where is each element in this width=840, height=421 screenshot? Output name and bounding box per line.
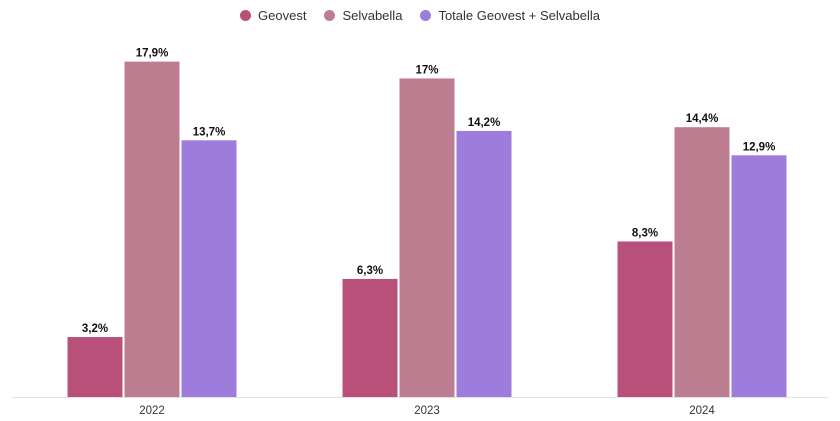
bar-label-2023-2: 14,2%: [468, 117, 501, 129]
legend-swatch-geovest: [240, 10, 252, 21]
bar-2023-2: [456, 130, 512, 398]
bar-label-2024-0: 8,3%: [632, 227, 658, 239]
legend-item-totale: Totale Geovest + Selvabella: [420, 8, 600, 23]
bar-2024-1: [674, 127, 730, 397]
bar-2022-1: [124, 61, 180, 397]
legend-label-geovest: Geovest: [258, 8, 307, 23]
x-tick-label-2023: 2023: [414, 405, 440, 417]
legend-item-selvabella: Selvabella: [324, 8, 402, 23]
bar-2022-2: [181, 140, 237, 397]
legend-swatch-totale: [420, 10, 432, 21]
bar-label-2023-1: 17%: [415, 64, 438, 76]
bar-2024-0: [617, 241, 673, 397]
legend-item-geovest: Geovest: [240, 8, 306, 23]
bar-label-2023-0: 6,3%: [357, 265, 383, 277]
legend: Geovest Selvabella Totale Geovest + Selv…: [0, 8, 840, 23]
x-tick-label-2024: 2024: [689, 405, 715, 417]
bar-label-2022-0: 3,2%: [82, 323, 108, 335]
x-tick-label-2022: 2022: [139, 405, 165, 417]
bar-2023-1: [399, 78, 455, 397]
bar-label-2022-1: 17,9%: [136, 48, 169, 60]
bar-2022-0: [67, 337, 123, 397]
bar-2023-0: [342, 278, 398, 397]
bar-label-2024-1: 14,4%: [686, 113, 719, 125]
bar-label-2022-2: 13,7%: [193, 126, 226, 138]
bar-2024-2: [731, 155, 787, 397]
legend-label-selvabella: Selvabella: [342, 8, 403, 23]
legend-swatch-selvabella: [324, 10, 336, 21]
legend-label-totale: Totale Geovest + Selvabella: [438, 8, 600, 23]
bar-label-2024-2: 12,9%: [743, 141, 776, 153]
